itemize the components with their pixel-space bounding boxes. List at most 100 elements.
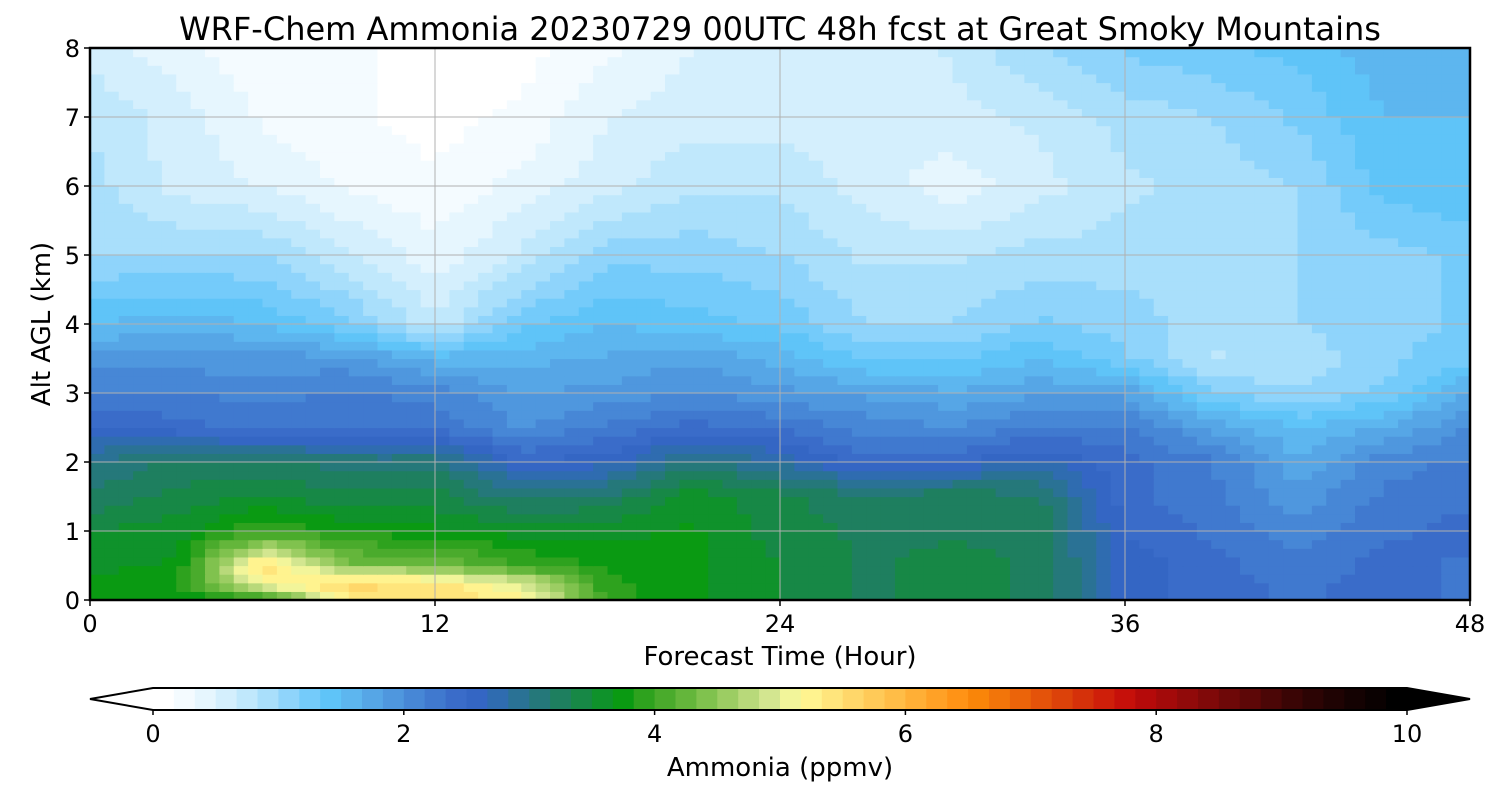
heatmap-cell [693, 211, 709, 222]
heatmap-cell [449, 349, 465, 360]
heatmap-cell [1355, 324, 1370, 334]
heatmap-cell [1024, 367, 1040, 377]
heatmap-cell [506, 324, 522, 334]
heatmap-cell [578, 522, 594, 532]
heatmap-cell [1139, 160, 1155, 170]
heatmap-cell [1196, 151, 1212, 161]
heatmap-cell [1355, 298, 1370, 308]
heatmap-cell [1268, 444, 1284, 454]
heatmap-cell [305, 375, 321, 385]
heatmap-cell [1110, 453, 1126, 463]
heatmap-cell [1211, 436, 1227, 446]
heatmap-cell [1038, 298, 1054, 308]
heatmap-cell [406, 531, 422, 541]
heatmap-cell [1340, 220, 1356, 230]
heatmap-cell [1383, 548, 1399, 558]
heatmap-cell [391, 160, 407, 170]
heatmap-cell [1297, 237, 1313, 247]
heatmap-cell [1311, 444, 1327, 454]
heatmap-cell [1110, 487, 1126, 498]
heatmap-cell [420, 556, 436, 567]
heatmap-cell [1240, 324, 1255, 334]
heatmap-cell [1024, 194, 1040, 204]
heatmap-cell [1297, 479, 1313, 489]
heatmap-cell [621, 289, 637, 299]
heatmap-cell [679, 505, 695, 515]
heatmap-cell [1081, 229, 1097, 239]
heatmap-cell [1168, 289, 1184, 299]
heatmap-cell [751, 315, 767, 325]
heatmap-cell [1383, 358, 1399, 368]
heatmap-cell [981, 384, 997, 394]
heatmap-cell [823, 522, 839, 532]
heatmap-cell [435, 280, 450, 291]
heatmap-cell [1168, 177, 1184, 187]
heatmap-cell [1024, 513, 1040, 523]
heatmap-cell [391, 505, 407, 515]
heatmap-cell [722, 341, 738, 351]
heatmap-cell [1139, 393, 1155, 403]
heatmap-cell [133, 349, 149, 360]
heatmap-cell [161, 332, 177, 342]
heatmap-cell [1412, 332, 1428, 342]
heatmap-cell [492, 574, 508, 584]
heatmap-cell [363, 462, 379, 472]
heatmap-cell [90, 375, 105, 385]
heatmap-cell [1024, 375, 1040, 385]
heatmap-cell [578, 237, 594, 247]
heatmap-cell [923, 194, 939, 204]
heatmap-cell [90, 203, 105, 213]
heatmap-cell [952, 496, 968, 506]
heatmap-cell [161, 272, 177, 282]
heatmap-cell [363, 289, 379, 299]
heatmap-cell [1053, 462, 1069, 472]
heatmap-cell [1455, 289, 1471, 299]
heatmap-cell [1153, 220, 1169, 230]
heatmap-cell [176, 203, 192, 213]
heatmap-cell [118, 194, 134, 204]
heatmap-cell [1010, 410, 1025, 420]
heatmap-cell [665, 280, 680, 291]
heatmap-cell [780, 177, 795, 187]
heatmap-cell [1168, 203, 1184, 213]
heatmap-cell [147, 211, 163, 222]
heatmap-cell [866, 393, 882, 403]
heatmap-cell [1010, 211, 1025, 222]
heatmap-cell [593, 289, 609, 299]
heatmap-cell [1398, 255, 1414, 265]
heatmap-cell [780, 229, 795, 239]
heatmap-cell [1412, 272, 1428, 282]
heatmap-cell [1369, 565, 1385, 575]
heatmap-cell [104, 168, 120, 178]
heatmap-cell [693, 505, 709, 515]
heatmap-cell [1153, 453, 1169, 463]
heatmap-cell [1340, 280, 1356, 291]
heatmap-cell [923, 556, 939, 567]
heatmap-cell [1110, 255, 1126, 265]
heatmap-cell [1383, 496, 1399, 506]
heatmap-cell [291, 272, 307, 282]
heatmap-cell [1168, 237, 1184, 247]
heatmap-cell [880, 453, 896, 463]
heatmap-cell [1398, 203, 1414, 213]
heatmap-cell [1038, 263, 1054, 273]
heatmap-cell [1326, 272, 1342, 282]
heatmap-cell [1455, 565, 1471, 575]
heatmap-cell [909, 496, 925, 506]
heatmap-cell [463, 444, 479, 454]
heatmap-cell [808, 358, 824, 368]
heatmap-cell [909, 384, 925, 394]
heatmap-cell [550, 591, 565, 601]
heatmap-cell [938, 367, 954, 377]
heatmap-cell [1153, 470, 1169, 480]
heatmap-cell [506, 436, 522, 446]
heatmap-cell [679, 436, 695, 446]
heatmap-cell [1096, 186, 1112, 196]
heatmap-cell [1383, 306, 1399, 316]
heatmap-cell [161, 324, 177, 334]
heatmap-cell [463, 565, 479, 575]
heatmap-cell [1254, 470, 1270, 480]
heatmap-cell [133, 462, 149, 472]
heatmap-cell [607, 280, 623, 291]
heatmap-cell [161, 160, 177, 170]
